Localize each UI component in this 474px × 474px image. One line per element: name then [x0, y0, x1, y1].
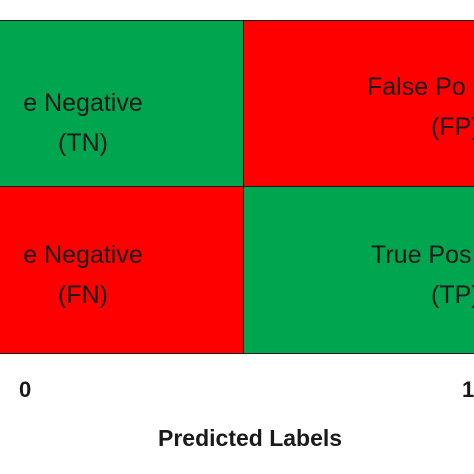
- cell-tp-abbrev: (TP): [431, 281, 474, 309]
- cell-true-positive: True Pos (TP): [243, 186, 474, 354]
- x-tick-1: 1: [462, 377, 474, 402]
- cell-tn-abbrev: (TN): [58, 129, 108, 157]
- x-axis-label: Predicted Labels: [158, 425, 343, 451]
- cell-fn-abbrev: (FN): [58, 281, 108, 309]
- cell-false-positive: False Po (FP): [243, 20, 474, 187]
- cell-fp-abbrev: (FP): [431, 113, 474, 141]
- cell-false-negative: e Negative (FN): [0, 186, 244, 354]
- cell-fn-label: e Negative: [23, 241, 143, 269]
- cell-true-negative: e Negative (TN): [0, 20, 244, 187]
- cell-tn-label: e Negative: [23, 89, 143, 117]
- x-tick-0: 0: [19, 377, 32, 402]
- cell-tp-label: True Pos: [371, 241, 472, 269]
- cell-fp-label: False Po: [367, 73, 466, 101]
